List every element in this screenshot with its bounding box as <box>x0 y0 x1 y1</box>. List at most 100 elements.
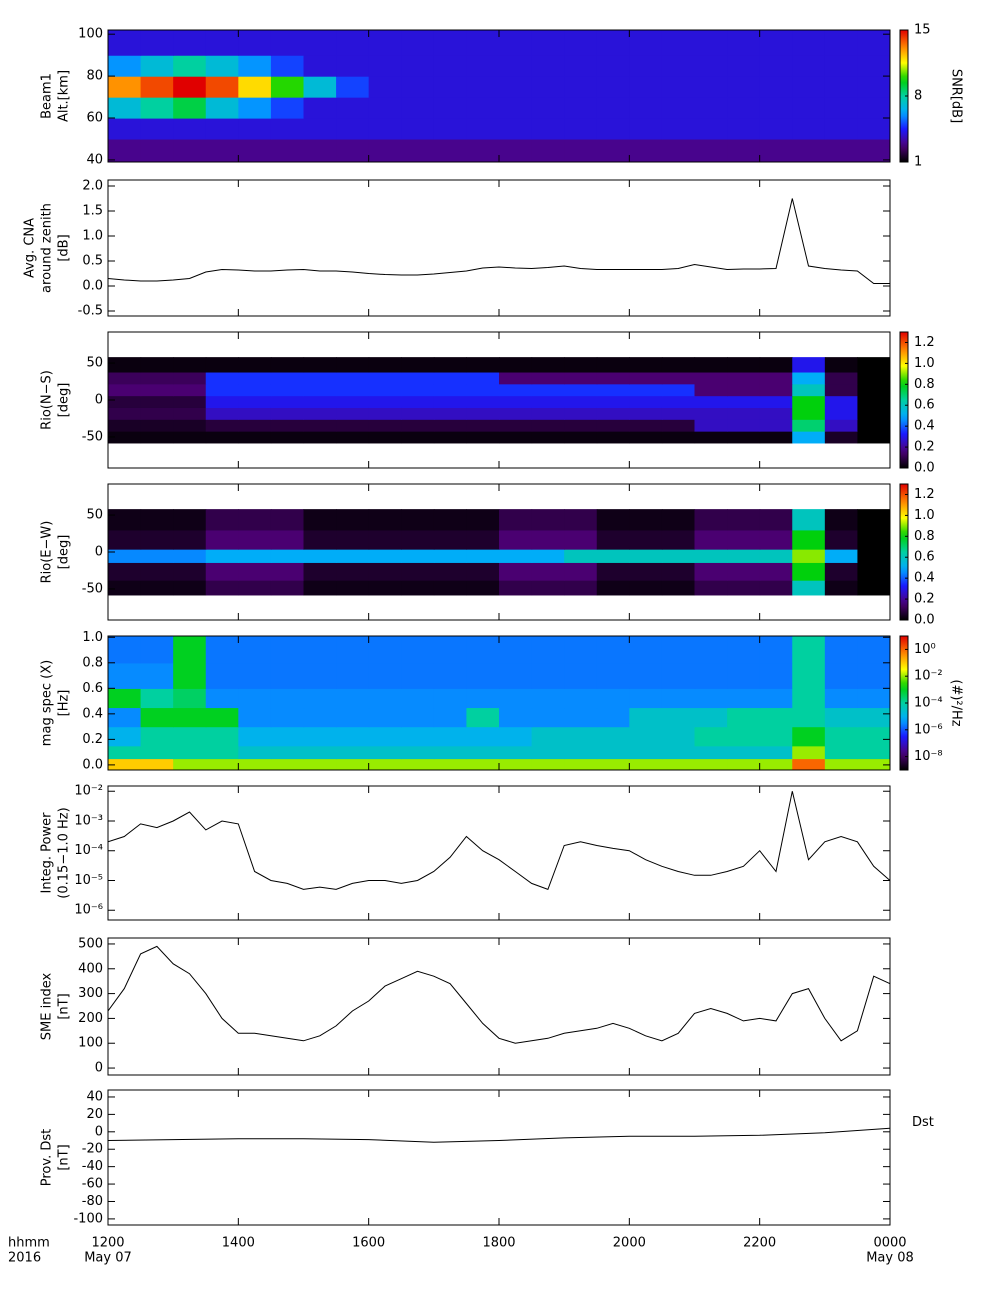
heat-cell <box>499 30 533 56</box>
y-tick-label: 80 <box>86 69 103 84</box>
heat-cell <box>401 55 435 77</box>
heat-cell <box>629 431 663 444</box>
heat-cell <box>694 97 728 119</box>
y-tick-label: 1.5 <box>82 204 103 219</box>
heat-cell <box>401 580 435 596</box>
heat-cell <box>661 580 696 596</box>
y-tick-label: 0.0 <box>82 279 103 294</box>
heat-cell <box>499 419 533 432</box>
heat-cell <box>433 30 468 56</box>
heat-cell <box>433 509 468 531</box>
heat-cell <box>596 138 630 162</box>
heat-cell <box>368 745 402 760</box>
colorbar-tick-label: 10⁻⁶ <box>914 722 943 737</box>
heat-cell <box>270 509 305 531</box>
colorbar-tick-label: 0.8 <box>914 529 935 544</box>
y-axis-title: [deg] <box>57 535 72 570</box>
heat-cell <box>661 688 696 709</box>
heat-cell <box>596 707 630 728</box>
heat-cell <box>661 726 696 747</box>
heat-cell <box>336 707 370 728</box>
heat-cell <box>368 509 402 531</box>
heat-cell <box>499 636 533 664</box>
y-tick-label: 0.8 <box>82 655 103 670</box>
heat-cell <box>531 431 565 444</box>
heat-cell <box>108 357 142 373</box>
panel-4 <box>108 636 890 770</box>
heat-cell <box>238 562 272 581</box>
heat-cell <box>661 138 696 162</box>
heat-cell <box>238 55 272 77</box>
panel-1 <box>108 198 890 284</box>
heat-cell <box>596 55 630 77</box>
heat-cell <box>564 509 598 531</box>
heat-cell <box>173 431 207 444</box>
heat-cell <box>140 580 174 596</box>
heat-cell <box>368 707 402 728</box>
heat-cell <box>629 688 663 709</box>
y-tick-label: 0 <box>95 545 103 560</box>
heat-cell <box>759 758 793 770</box>
heat-cell <box>401 118 435 140</box>
heat-cell <box>499 745 533 760</box>
heat-cell <box>108 371 142 385</box>
heat-cell <box>661 419 696 432</box>
heat-cell <box>303 745 337 760</box>
y-tick-label: 1.0 <box>82 229 103 244</box>
heat-cell <box>661 76 696 98</box>
heat-cell <box>596 529 630 550</box>
heat-cell <box>759 662 793 689</box>
heat-cell <box>401 97 435 119</box>
heat-cell <box>205 357 239 373</box>
heat-cell <box>727 745 761 760</box>
heat-cell <box>629 383 663 397</box>
heat-cell <box>792 76 826 98</box>
heat-cell <box>564 383 598 397</box>
heat-cell <box>857 97 890 119</box>
heat-cell <box>270 662 305 689</box>
heat-cell <box>140 745 174 760</box>
colorbar-tick-label: 1.2 <box>914 335 935 350</box>
heat-cell <box>857 357 890 373</box>
heat-cell <box>564 30 598 56</box>
heat-cell <box>303 419 337 432</box>
heat-cell <box>238 407 272 420</box>
heat-cell <box>694 580 728 596</box>
heat-cell <box>368 580 402 596</box>
heat-cell <box>596 357 630 373</box>
x-tick-label: 1400 <box>222 1236 255 1251</box>
heat-cell <box>564 707 598 728</box>
heat-cell <box>727 529 761 550</box>
y-axis-title: Beam1 <box>40 73 55 119</box>
heat-cell <box>466 758 500 770</box>
heat-cell <box>401 371 435 385</box>
heat-cell <box>173 758 207 770</box>
heat-cell <box>336 688 370 709</box>
heat-cell <box>173 745 207 760</box>
heat-cell <box>140 562 174 581</box>
heat-cell <box>303 383 337 397</box>
heat-cell <box>857 758 890 770</box>
heat-cell <box>336 726 370 747</box>
heat-cell <box>140 726 174 747</box>
heat-cell <box>433 758 468 770</box>
series-label: Dst <box>912 1115 934 1130</box>
heat-cell <box>759 562 793 581</box>
heat-cell <box>727 688 761 709</box>
heat-cell <box>759 383 793 397</box>
heat-cell <box>466 30 500 56</box>
heat-cell <box>857 118 890 140</box>
heat-cell <box>433 726 468 747</box>
heat-cell <box>759 509 793 531</box>
heat-cell <box>173 662 207 689</box>
heat-cell <box>531 529 565 550</box>
heat-cell <box>629 30 663 56</box>
heat-cell <box>368 419 402 432</box>
heat-cell <box>727 76 761 98</box>
heat-cell <box>368 76 402 98</box>
heat-cell <box>694 30 728 56</box>
heat-cell <box>759 529 793 550</box>
panel-5 <box>108 791 890 891</box>
heat-cell <box>531 383 565 397</box>
heat-cell <box>466 357 500 373</box>
